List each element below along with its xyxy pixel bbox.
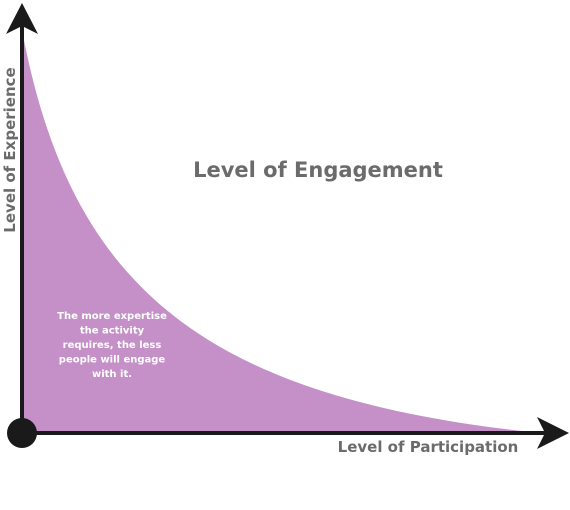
annotation: The more expertise the activity requires… [57, 311, 167, 380]
y-axis-label: Level of Experience [1, 67, 19, 232]
x-arrowhead [537, 417, 569, 449]
annotation-line: requires, the less [63, 340, 162, 351]
annotation-line: with it. [92, 369, 132, 380]
title: Level of Engagement [193, 158, 443, 182]
x-axis-label: Level of Participation [338, 438, 519, 456]
origin-dot [7, 418, 37, 448]
annotation-line: people will engage [59, 355, 166, 366]
engagement-area [22, 30, 540, 433]
annotation-line: The more expertise [57, 311, 167, 322]
annotation-line: the activity [80, 326, 145, 337]
y-arrowhead [6, 3, 38, 34]
